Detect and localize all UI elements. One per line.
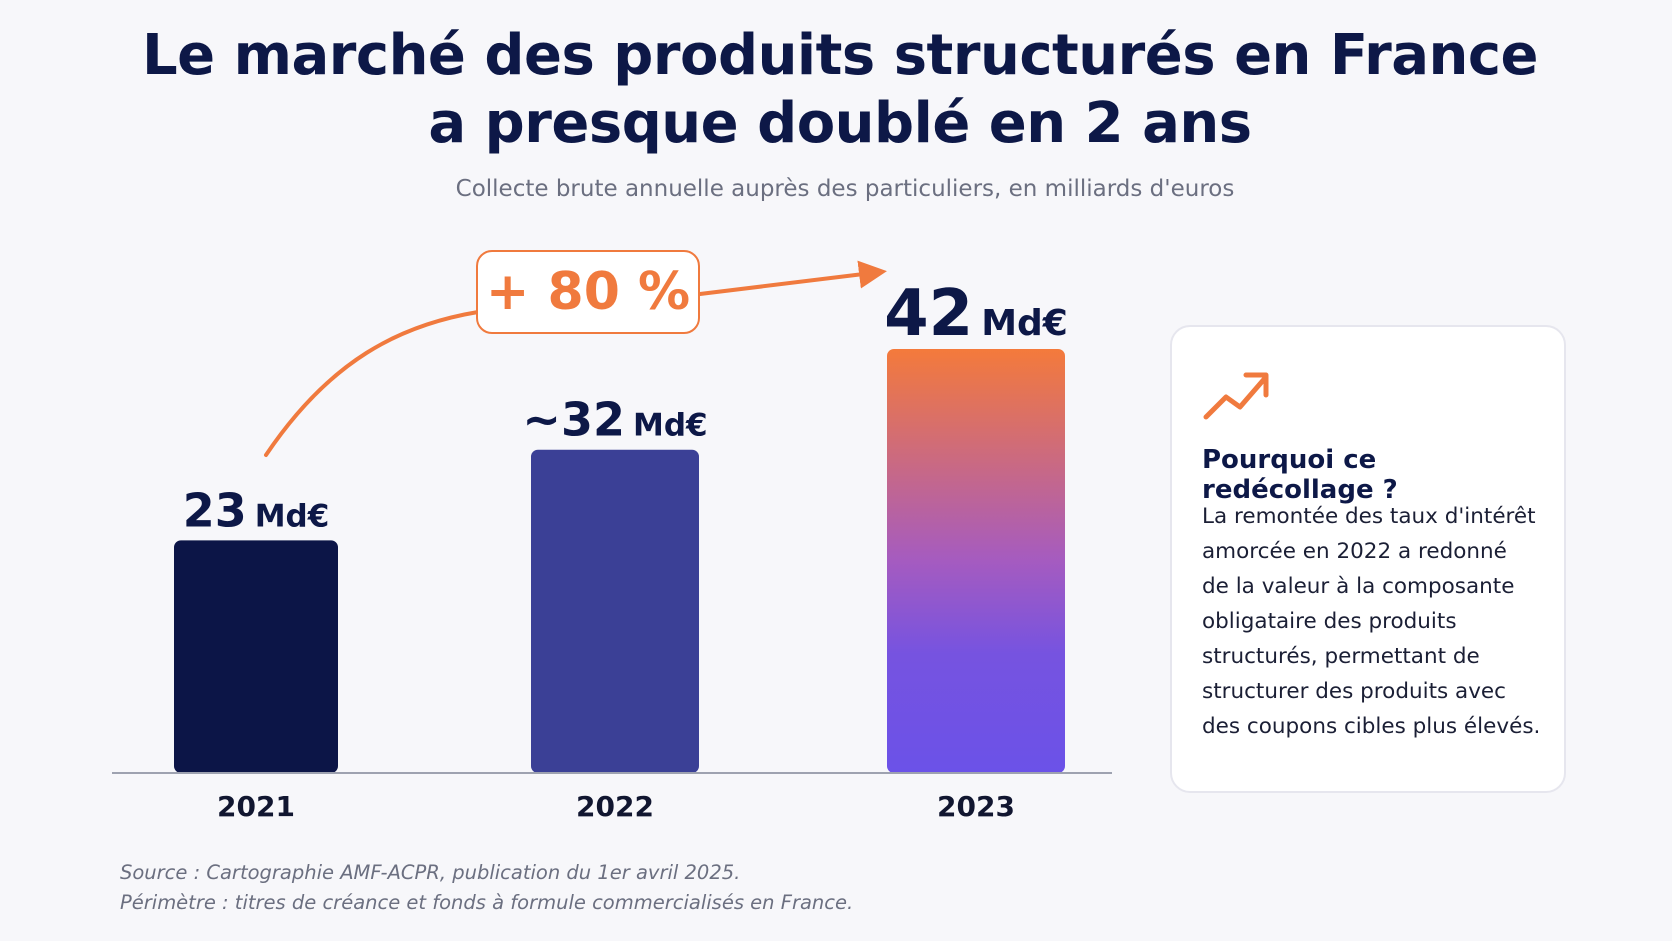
card-line: des coupons cibles plus élevés. — [1202, 714, 1541, 739]
value-label-2023: 42 Md€ — [884, 277, 1068, 351]
source-note: Source : Cartographie AMF-ACPR, publicat… — [120, 858, 1020, 918]
growth-badge: + 80 % — [476, 250, 700, 334]
explanation-card: Pourquoi ce redécollage ? La remontée de… — [1170, 325, 1566, 793]
bar-2021 — [174, 540, 338, 773]
scope-line: Périmètre : titres de créance et fonds à… — [120, 891, 854, 914]
chart-subtitle: Collecte brute annuelle auprès des parti… — [455, 176, 1235, 202]
value-label-2021: 23 Md€ — [183, 483, 330, 537]
card-line: de la valeur à la composante — [1202, 574, 1515, 599]
bar-2022 — [531, 449, 699, 773]
trending-up-icon — [1203, 372, 1269, 420]
card-line: obligataire des produits — [1202, 609, 1457, 634]
card-line: structurés, permettant de — [1202, 644, 1480, 669]
growth-arrow — [264, 310, 480, 457]
x-tick-2021: 2021 — [217, 790, 295, 823]
value-label-2022: ~32 Md€ — [522, 393, 707, 447]
growth-arrow-head — [698, 260, 887, 296]
card-title: Pourquoi ce redécollage ? — [1202, 445, 1398, 505]
x-tick-2023: 2023 — [937, 790, 1015, 823]
source-line: Source : Cartographie AMF-ACPR, publicat… — [120, 861, 741, 884]
title-line-1: Le marché des produits structurés en Fra… — [141, 23, 1539, 88]
card-line: La remontée des taux d'intérêt — [1202, 504, 1536, 529]
card-line: amorcée en 2022 a redonné — [1202, 539, 1507, 564]
page-title: Le marché des produits structurés en Fra… — [0, 22, 1672, 158]
bar-2023 — [887, 349, 1065, 773]
card-line: structurer des produits avec — [1202, 679, 1506, 704]
title-line-2: a presque doublé en 2 ans — [428, 91, 1252, 156]
x-tick-2022: 2022 — [576, 790, 654, 823]
card-text: La remontée des taux d'intérêt amorcée e… — [1202, 499, 1552, 744]
